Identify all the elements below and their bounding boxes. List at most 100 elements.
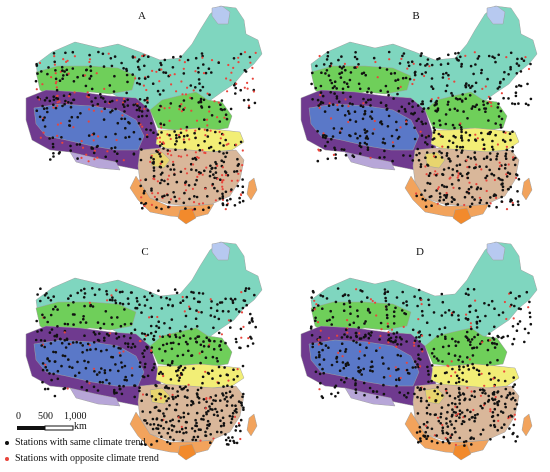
station-same-d-91 bbox=[475, 346, 479, 349]
station-same-d-48 bbox=[528, 311, 532, 315]
station-same-a-593 bbox=[212, 173, 215, 176]
station-same-d-505 bbox=[322, 358, 326, 361]
station-same-c-18 bbox=[91, 287, 94, 290]
station-same-c-396 bbox=[219, 399, 222, 402]
station-same-b-476 bbox=[347, 110, 350, 113]
station-opposite-c-208 bbox=[168, 333, 171, 336]
station-same-a-517 bbox=[145, 128, 148, 131]
station-same-d-528 bbox=[317, 351, 321, 354]
station-same-d-477 bbox=[318, 363, 321, 366]
station-same-a-446 bbox=[51, 136, 55, 139]
station-same-a-537 bbox=[76, 157, 79, 160]
station-same-b-302 bbox=[497, 102, 500, 105]
station-same-d-126 bbox=[511, 325, 515, 328]
station-same-d-467 bbox=[338, 369, 342, 372]
station-opposite-b-121 bbox=[481, 87, 484, 90]
station-same-d-306 bbox=[488, 372, 491, 375]
station-same-d-25 bbox=[416, 304, 419, 308]
station-same-d-388 bbox=[453, 427, 456, 430]
station-same-b-403 bbox=[451, 141, 455, 145]
station-same-d-261 bbox=[413, 360, 417, 363]
station-same-d-503 bbox=[321, 367, 324, 371]
station-same-a-414 bbox=[225, 203, 229, 207]
station-opposite-a-220 bbox=[183, 106, 186, 109]
station-same-a-646 bbox=[203, 169, 206, 173]
station-opposite-a-185 bbox=[145, 88, 148, 92]
station-opposite-a-487 bbox=[97, 135, 100, 138]
station-same-d-83 bbox=[451, 337, 454, 341]
station-same-d-605 bbox=[481, 406, 484, 410]
station-same-d-482 bbox=[321, 348, 324, 352]
station-same-a-299 bbox=[137, 122, 141, 125]
station-same-c-171 bbox=[143, 304, 147, 307]
station-same-a-616 bbox=[230, 188, 233, 191]
station-same-d-546 bbox=[318, 355, 321, 359]
station-same-b-441 bbox=[403, 107, 407, 111]
station-same-c-510 bbox=[93, 370, 96, 373]
station-same-c-262 bbox=[165, 342, 169, 346]
station-same-c-80 bbox=[212, 326, 215, 330]
station-same-d-368 bbox=[502, 435, 506, 439]
station-opposite-a-406 bbox=[184, 167, 187, 170]
station-same-d-396 bbox=[465, 380, 468, 383]
station-same-a-150 bbox=[87, 94, 91, 97]
station-same-c-418 bbox=[181, 368, 185, 372]
station-opposite-b-178 bbox=[527, 67, 531, 71]
station-opposite-a-218 bbox=[56, 94, 59, 97]
station-same-b-559 bbox=[363, 141, 367, 145]
station-same-d-485 bbox=[370, 360, 374, 363]
station-opposite-a-241 bbox=[180, 110, 183, 113]
station-same-c-458 bbox=[43, 387, 47, 391]
station-same-d-659 bbox=[416, 412, 420, 415]
station-same-d-408 bbox=[473, 390, 476, 393]
station-same-b-36 bbox=[326, 51, 330, 54]
station-opposite-d-246 bbox=[480, 372, 483, 375]
station-same-d-40 bbox=[402, 301, 405, 305]
station-same-b-473 bbox=[354, 120, 358, 123]
station-same-d-573 bbox=[453, 397, 457, 400]
station-same-d-360 bbox=[441, 426, 445, 429]
station-same-d-288 bbox=[473, 335, 476, 339]
station-same-d-227 bbox=[527, 331, 530, 335]
station-same-d-30 bbox=[363, 322, 366, 325]
station-same-c-446 bbox=[41, 368, 45, 372]
station-same-a-261 bbox=[193, 131, 196, 135]
station-same-c-238 bbox=[121, 290, 124, 294]
station-same-c-221 bbox=[49, 299, 53, 302]
station-same-b-497 bbox=[338, 131, 342, 134]
station-same-d-65 bbox=[441, 300, 445, 304]
station-same-c-644 bbox=[162, 427, 165, 430]
station-same-b-90 bbox=[364, 73, 367, 77]
station-same-a-89 bbox=[69, 105, 73, 109]
map-panel-c: C bbox=[0, 236, 275, 472]
station-opposite-a-50 bbox=[53, 55, 56, 58]
station-opposite-b-73 bbox=[374, 60, 377, 64]
station-same-b-108 bbox=[413, 71, 417, 75]
station-opposite-d-349 bbox=[472, 408, 475, 412]
station-same-c-498 bbox=[67, 358, 70, 361]
station-same-a-659 bbox=[195, 178, 198, 182]
station-opposite-d-523 bbox=[399, 376, 402, 380]
station-opposite-c-289 bbox=[138, 339, 141, 343]
station-same-d-382 bbox=[473, 416, 477, 420]
station-same-d-534 bbox=[398, 336, 402, 339]
scale-tick-0: 0 bbox=[16, 411, 21, 422]
station-opposite-c-293 bbox=[198, 352, 201, 355]
station-same-a-613 bbox=[161, 195, 164, 198]
station-same-b-430 bbox=[474, 139, 478, 142]
station-same-a-490 bbox=[127, 135, 131, 139]
station-same-b-505 bbox=[385, 108, 389, 111]
station-opposite-d-98 bbox=[489, 339, 492, 342]
station-opposite-b-416 bbox=[495, 196, 498, 199]
station-same-b-253 bbox=[444, 122, 448, 126]
station-same-a-172 bbox=[158, 68, 161, 71]
station-opposite-a-206 bbox=[202, 72, 206, 75]
station-same-c-162 bbox=[69, 294, 72, 297]
station-same-b-337 bbox=[467, 139, 470, 142]
station-same-b-452 bbox=[344, 153, 348, 157]
station-same-a-645 bbox=[149, 156, 153, 159]
station-same-c-610 bbox=[185, 431, 188, 434]
station-same-a-587 bbox=[142, 191, 146, 195]
station-same-d-486 bbox=[362, 367, 365, 371]
map-c-svg bbox=[25, 241, 263, 461]
